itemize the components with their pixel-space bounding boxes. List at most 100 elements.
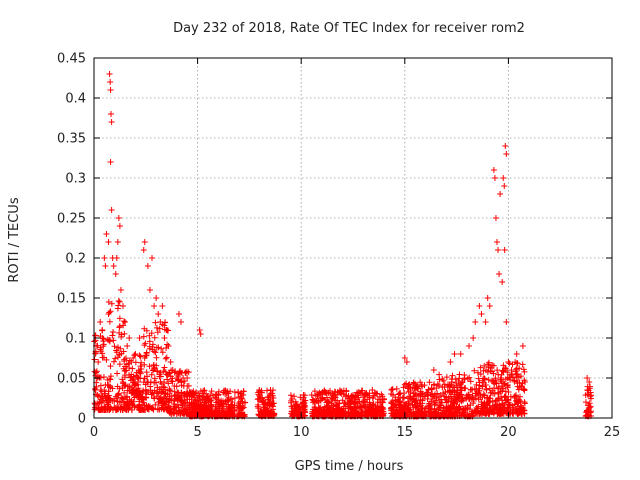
y-tick-label: 0.15: [57, 292, 86, 307]
data-point: [457, 381, 464, 388]
data-point: [149, 255, 156, 261]
data-point: [176, 392, 183, 399]
data-point: [200, 387, 207, 394]
data-point: [95, 400, 102, 407]
data-point: [394, 410, 401, 417]
data-point: [134, 388, 141, 395]
data-point: [207, 402, 214, 409]
data-point: [434, 390, 441, 397]
data-point: [477, 364, 484, 371]
data-point: [586, 379, 593, 385]
data-point: [146, 343, 153, 350]
data-point: [114, 239, 121, 245]
data-point: [261, 399, 268, 406]
data-point: [161, 364, 168, 371]
data-point: [140, 247, 147, 253]
data-point: [301, 392, 308, 399]
y-tick-label: 0.4: [65, 92, 86, 107]
data-point: [224, 390, 231, 397]
data-point: [327, 390, 334, 397]
data-point: [110, 337, 117, 344]
data-point: [403, 359, 410, 365]
data-point: [97, 319, 104, 325]
data-point: [479, 377, 486, 384]
data-point: [586, 404, 593, 411]
data-point: [113, 255, 120, 261]
data-point: [114, 383, 121, 390]
data-point: [258, 387, 265, 394]
data-point: [96, 392, 103, 399]
data-point: [521, 410, 528, 417]
data-point: [417, 388, 424, 395]
data-point: [116, 324, 123, 331]
data-point: [450, 410, 457, 417]
data-point: [388, 387, 395, 394]
data-point: [154, 367, 161, 374]
data-point: [582, 392, 589, 399]
data-point: [469, 392, 476, 399]
data-point: [152, 319, 159, 326]
y-tick-label: 0: [78, 412, 86, 427]
data-point: [514, 380, 521, 387]
data-point: [107, 373, 114, 380]
data-point: [494, 239, 501, 245]
data-point: [119, 376, 126, 383]
data-point: [136, 335, 143, 341]
data-point: [451, 351, 458, 357]
data-point: [470, 335, 477, 341]
data-point: [128, 377, 135, 384]
data-point: [178, 319, 185, 325]
data-point: [208, 403, 215, 410]
data-point: [107, 79, 114, 85]
data-point: [91, 368, 98, 375]
data-point: [153, 295, 160, 301]
data-point: [152, 401, 159, 408]
data-point: [490, 379, 497, 386]
data-point: [99, 327, 106, 333]
data-point: [409, 410, 416, 417]
data-point: [136, 368, 143, 375]
data-point: [155, 311, 162, 317]
data-point: [240, 391, 247, 398]
data-point: [587, 395, 594, 402]
data-point: [498, 410, 505, 417]
data-point: [521, 386, 528, 393]
data-point: [456, 371, 463, 378]
data-point: [98, 388, 105, 395]
data-point: [504, 396, 511, 403]
data-point: [508, 371, 515, 378]
data-point: [441, 393, 448, 400]
data-point: [238, 409, 245, 416]
data-point: [158, 345, 165, 352]
data-point: [485, 376, 492, 383]
y-tick-label: 0.45: [57, 52, 86, 67]
data-point: [458, 397, 465, 404]
data-point: [219, 409, 226, 416]
data-point: [473, 404, 480, 411]
data-point: [115, 215, 122, 221]
data-point: [413, 404, 420, 411]
data-point: [207, 398, 214, 405]
data-point: [136, 352, 143, 359]
x-tick-label: 0: [90, 425, 98, 440]
data-point: [470, 410, 477, 417]
data-point: [374, 390, 381, 397]
y-tick-label: 0.1: [65, 332, 86, 347]
data-point: [437, 404, 444, 411]
data-point: [195, 403, 202, 410]
data-point: [148, 391, 155, 398]
data-point: [417, 396, 424, 403]
data-point: [467, 378, 474, 385]
data-point: [131, 352, 138, 359]
data-point: [200, 399, 207, 406]
data-point: [122, 319, 129, 325]
data-point: [140, 333, 147, 340]
data-point: [267, 387, 274, 394]
data-point: [125, 406, 132, 413]
data-point: [105, 239, 112, 245]
data-point: [467, 386, 474, 393]
data-point: [131, 382, 138, 389]
data-point: [292, 402, 299, 409]
data-point: [490, 370, 497, 377]
data-point: [515, 374, 522, 381]
